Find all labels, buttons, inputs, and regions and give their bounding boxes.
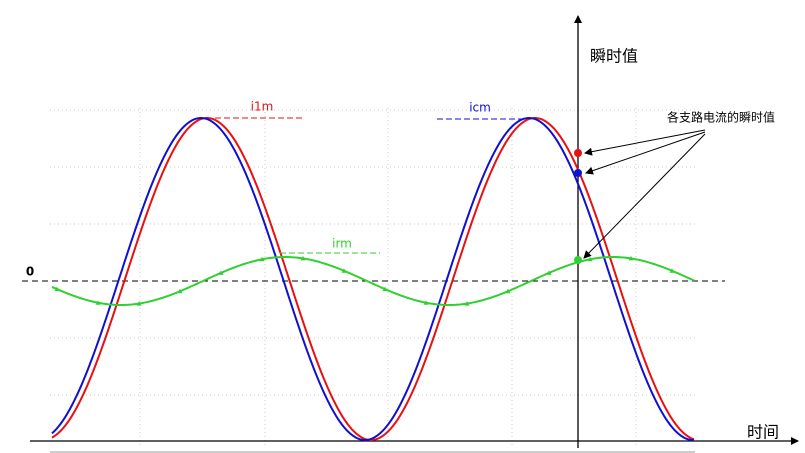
annotation: 各支路电流的瞬时值 [667,110,775,125]
marker [259,256,265,262]
icm-dot [574,169,582,177]
i1m-curve [51,117,695,441]
marker [382,286,388,292]
marker [669,268,675,273]
zero-label: 0 [26,265,34,279]
marker [218,270,224,275]
y-axis-label: 瞬时值 [590,47,638,66]
marker [95,300,101,305]
marker [628,255,634,261]
x-axis-label: 时间 [747,423,779,442]
marker [136,301,142,306]
marker [587,256,593,262]
grid [50,108,695,447]
marker [546,270,552,275]
icm-label: icm [469,101,491,115]
marker [464,301,470,306]
irm-label: irm [332,237,352,251]
marker [177,288,183,294]
marker [423,300,429,305]
irm-curve [51,256,695,306]
irm-dot [574,256,582,264]
marker [341,268,347,273]
annotation-arrows [583,129,706,259]
marker [300,255,306,261]
icm-curve [51,117,694,441]
i1m-dot [574,149,582,157]
marker [54,286,60,292]
i1m-label: i1m [251,100,274,114]
marker [505,288,511,294]
irm-markers [54,255,675,306]
